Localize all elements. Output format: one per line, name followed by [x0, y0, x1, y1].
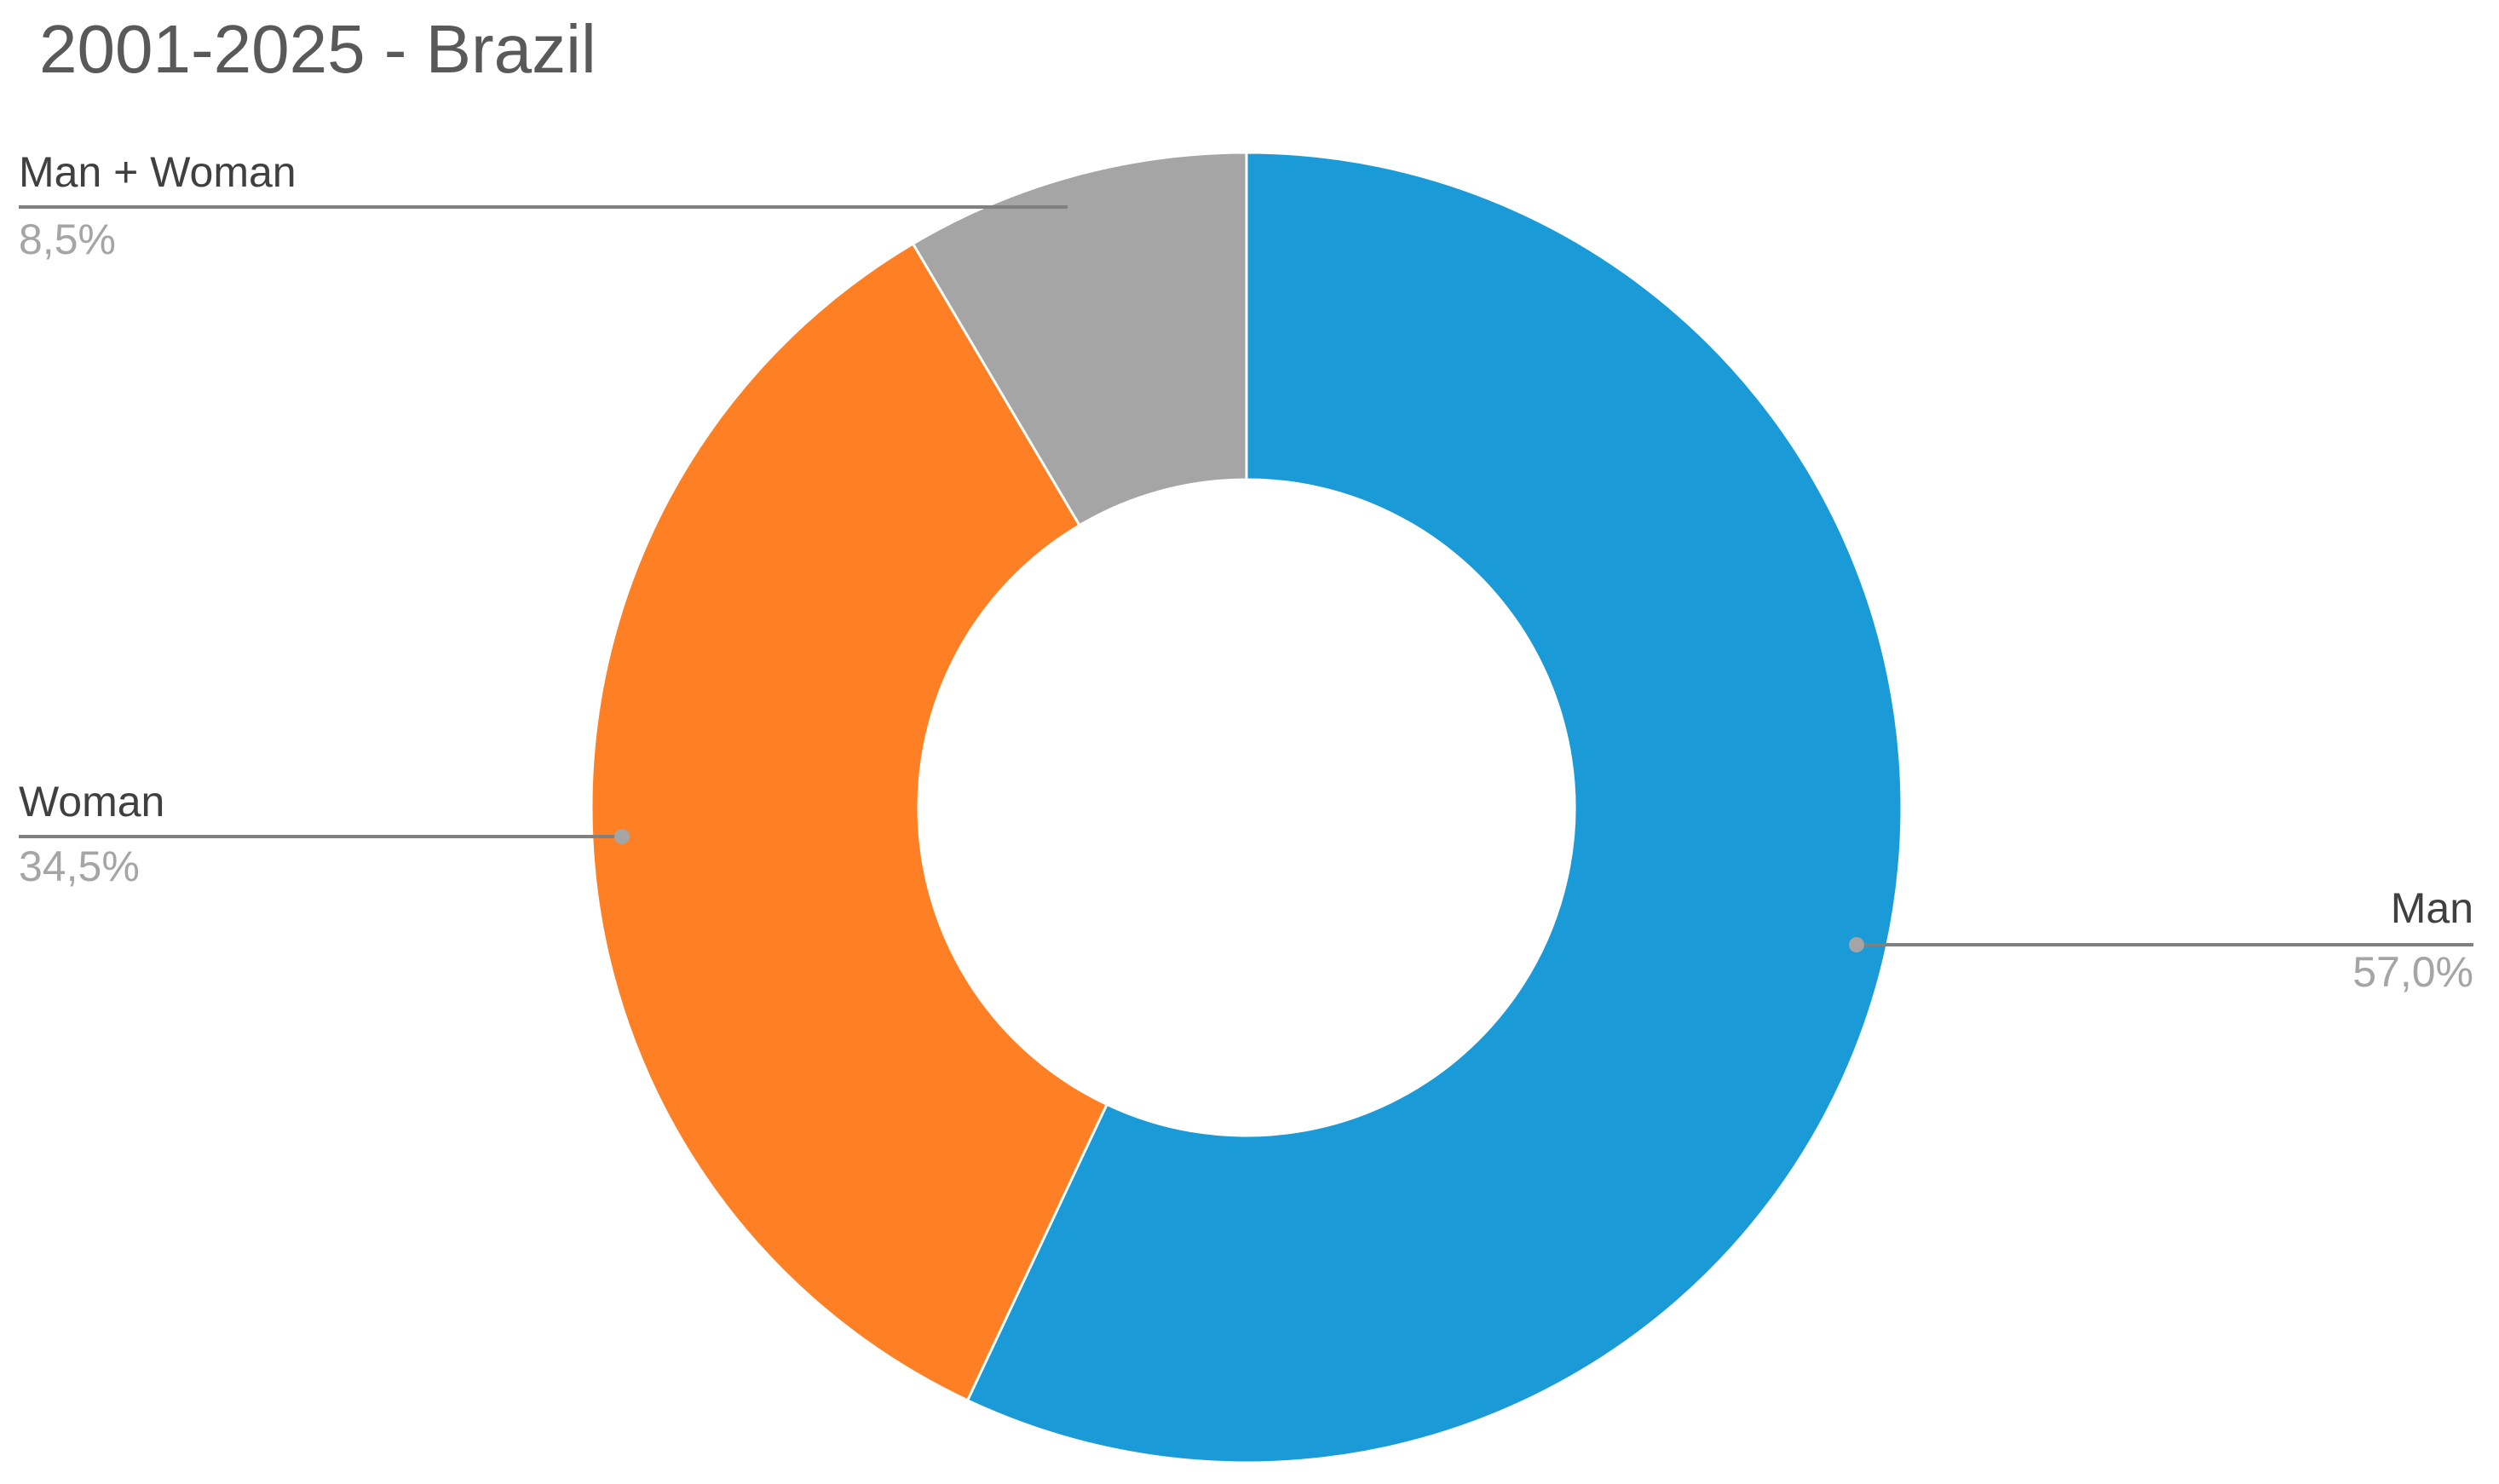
donut-slice: [965, 151, 1903, 1464]
slice-value: 57,0%: [2352, 948, 2473, 996]
slice-name: Man: [2391, 884, 2473, 932]
donut-slice: [590, 242, 1109, 1402]
donut-slice: [911, 151, 1248, 527]
chart-title: 2001-2025 - Brazil: [39, 11, 596, 87]
slice-name: Man + Woman: [19, 148, 297, 196]
slice-value: 8,5%: [19, 216, 116, 263]
leader-dot: [1068, 199, 1083, 215]
slice-name: Woman: [19, 778, 164, 825]
slice-value: 34,5%: [19, 843, 140, 890]
leader-dot: [1849, 937, 1864, 952]
leader-dot: [614, 829, 630, 844]
